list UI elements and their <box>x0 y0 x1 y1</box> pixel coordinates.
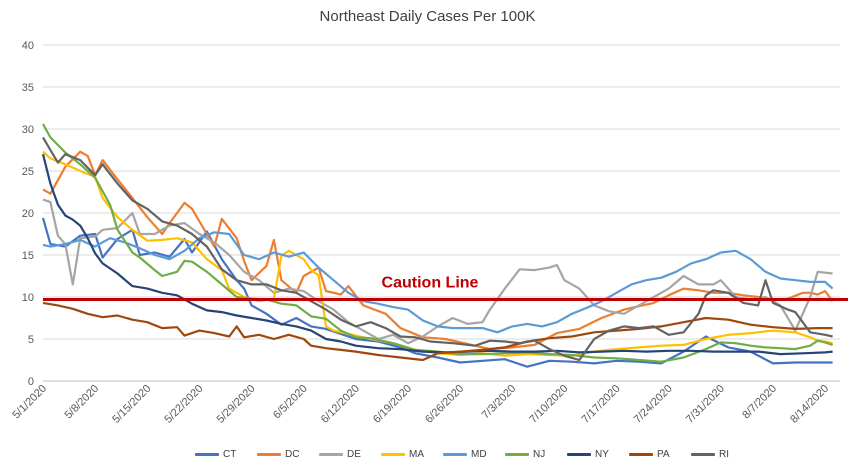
legend: CT DC DE MA MD NJ NY PA RI <box>195 449 753 460</box>
series-line-md <box>42 231 834 334</box>
legend-label: DC <box>285 449 300 460</box>
legend-item-ny: NY <box>567 449 629 460</box>
x-tick-label: 7/10/2020 <box>527 383 570 426</box>
legend-label: DE <box>347 449 361 460</box>
legend-swatch <box>195 453 219 456</box>
legend-item-pa: PA <box>629 449 691 460</box>
legend-label: PA <box>657 449 670 460</box>
legend-swatch <box>567 453 591 456</box>
x-tick-label: 6/5/2020 <box>271 383 310 422</box>
x-tick-label: 8/7/2020 <box>740 383 779 422</box>
legend-swatch <box>257 453 281 456</box>
legend-item-md: MD <box>443 449 505 460</box>
legend-swatch <box>319 453 343 456</box>
legend-swatch <box>629 453 653 456</box>
legend-label: CT <box>223 449 237 460</box>
x-tick-label: 5/8/2020 <box>62 383 101 422</box>
legend-label: NY <box>595 449 609 460</box>
legend-swatch <box>443 453 467 456</box>
legend-item-ri: RI <box>691 449 753 460</box>
series-line-ma <box>42 150 833 357</box>
legend-swatch <box>691 453 715 456</box>
x-tick-label: 6/26/2020 <box>423 383 466 426</box>
x-tick-label: 6/19/2020 <box>371 383 414 426</box>
series-line-ny <box>41 153 833 356</box>
y-tick-label: 15 <box>22 250 34 262</box>
legend-item-nj: NJ <box>505 449 567 460</box>
x-tick-label: 7/31/2020 <box>684 383 727 426</box>
series-line-ri <box>42 136 833 362</box>
legend-label: MD <box>471 449 487 460</box>
y-tick-label: 5 <box>28 334 34 346</box>
x-tick-label: 7/24/2020 <box>632 383 675 426</box>
series-line-nj <box>42 123 833 363</box>
y-tick-label: 25 <box>22 166 34 178</box>
legend-item-ma: MA <box>381 449 443 460</box>
series-line-de <box>42 198 833 345</box>
legend-item-dc: DC <box>257 449 319 460</box>
y-tick-label: 40 <box>22 40 34 52</box>
x-tick-label: 5/29/2020 <box>215 383 258 426</box>
y-tick-label: 20 <box>22 208 34 220</box>
chart-title: Northeast Daily Cases Per 100K <box>319 8 536 25</box>
y-tick-label: 0 <box>28 376 34 388</box>
x-tick-label: 5/15/2020 <box>110 383 153 426</box>
legend-label: MA <box>409 449 424 460</box>
legend-swatch <box>505 453 529 456</box>
caution-line-label: Caution Line <box>382 275 479 292</box>
x-tick-label: 5/1/2020 <box>10 383 49 422</box>
x-tick-label: 7/17/2020 <box>580 383 623 426</box>
series-line-pa <box>42 301 833 362</box>
x-tick-label: 7/3/2020 <box>480 383 519 422</box>
y-tick-label: 30 <box>22 124 34 136</box>
legend-label: NJ <box>533 449 546 460</box>
legend-swatch <box>381 453 405 456</box>
x-tick-label: 8/14/2020 <box>788 383 831 426</box>
legend-label: RI <box>719 449 729 460</box>
y-tick-label: 35 <box>22 82 34 94</box>
legend-item-ct: CT <box>195 449 257 460</box>
y-tick-label: 10 <box>22 292 34 304</box>
legend-item-de: DE <box>319 449 381 460</box>
x-tick-label: 5/22/2020 <box>162 383 205 426</box>
x-tick-label: 6/12/2020 <box>319 383 362 426</box>
